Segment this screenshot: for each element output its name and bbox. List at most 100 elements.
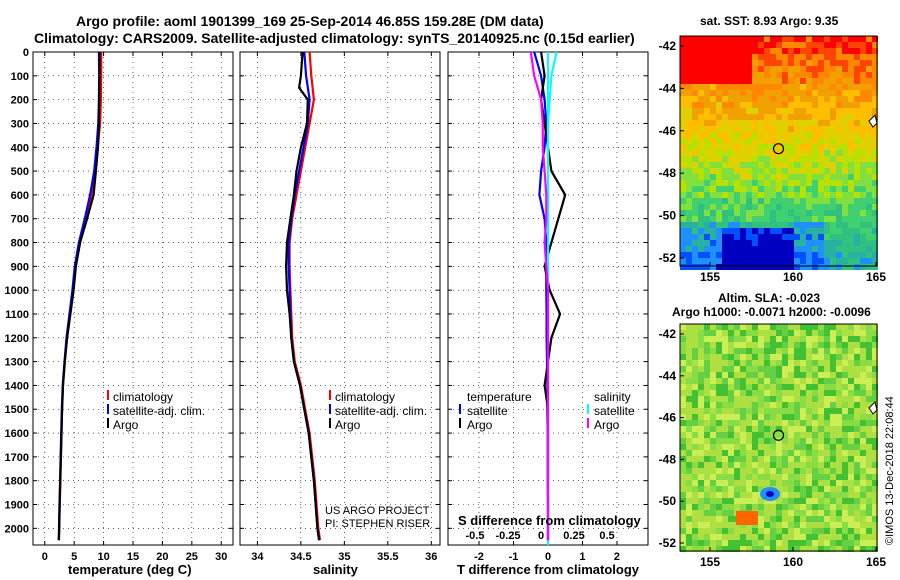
map-cell — [722, 246, 728, 252]
map-cell — [770, 378, 776, 384]
map-cell — [746, 396, 752, 402]
map-cell — [740, 414, 746, 420]
map-cell — [758, 180, 764, 186]
map-cell — [800, 414, 806, 420]
map-cell — [848, 444, 854, 450]
map-cell — [842, 342, 848, 348]
map-cell — [872, 66, 878, 72]
map-cell — [728, 366, 734, 372]
map-cell — [716, 138, 722, 144]
map-cell — [758, 132, 764, 138]
map-cell — [746, 132, 752, 138]
map-cell — [680, 252, 686, 258]
map-cell — [842, 54, 848, 60]
map-cell — [794, 342, 800, 348]
map-cell — [812, 186, 818, 192]
map-cell — [866, 324, 872, 330]
map-cell — [776, 198, 782, 204]
map-cell — [710, 66, 716, 72]
map-cell — [794, 420, 800, 426]
map-cell — [830, 360, 836, 366]
map-cell — [806, 528, 812, 534]
map-cell — [698, 540, 704, 546]
map-cell — [710, 330, 716, 336]
map-cell — [818, 414, 824, 420]
map-cell — [728, 348, 734, 354]
map-cell — [866, 354, 872, 360]
map-cell — [800, 210, 806, 216]
map-cell — [818, 378, 824, 384]
map-cell — [710, 438, 716, 444]
map-cell — [692, 120, 698, 126]
map-cell — [854, 204, 860, 210]
map-cell — [728, 216, 734, 222]
map-cell — [866, 384, 872, 390]
map-cell — [788, 120, 794, 126]
map-cell — [710, 498, 716, 504]
map-cell — [758, 210, 764, 216]
map-cell — [740, 126, 746, 132]
map-cell — [842, 180, 848, 186]
map-cell — [680, 468, 686, 474]
map-cell — [770, 504, 776, 510]
map-cell — [764, 36, 770, 42]
map-cell — [734, 42, 740, 48]
map-cell — [782, 144, 788, 150]
map-cell — [842, 432, 848, 438]
map-cell — [716, 162, 722, 168]
map-cell — [770, 372, 776, 378]
map-cell — [692, 204, 698, 210]
map-cell — [872, 534, 878, 540]
map-cell — [716, 522, 722, 528]
map-cell — [848, 498, 854, 504]
map-cell — [782, 492, 788, 498]
map-cell — [764, 150, 770, 156]
map-cell — [824, 258, 830, 264]
map-cell — [722, 198, 728, 204]
map-cell — [782, 366, 788, 372]
map-cell — [686, 438, 692, 444]
map-cell — [764, 516, 770, 522]
y-tick-label: 900 — [11, 261, 29, 273]
map-cell — [728, 546, 734, 552]
map-cell — [746, 150, 752, 156]
map-cell — [794, 240, 800, 246]
map-cell — [824, 186, 830, 192]
map-cell — [680, 450, 686, 456]
map-cell — [866, 480, 872, 486]
map-cell — [776, 474, 782, 480]
lon-tick-label: 155 — [700, 555, 720, 569]
map-cell — [692, 198, 698, 204]
map-cell — [752, 246, 758, 252]
map-cell — [758, 72, 764, 78]
map-cell — [806, 462, 812, 468]
map-cell — [836, 126, 842, 132]
map-cell — [836, 84, 842, 90]
map-cell — [872, 468, 878, 474]
map-cell — [716, 456, 722, 462]
map-cell — [680, 240, 686, 246]
map-cell — [860, 78, 866, 84]
map-cell — [740, 450, 746, 456]
map-cell — [740, 216, 746, 222]
map-cell — [734, 204, 740, 210]
map-cell — [758, 528, 764, 534]
map-cell — [680, 192, 686, 198]
map-cell — [836, 378, 842, 384]
map-cell — [872, 102, 878, 108]
map-cell — [854, 390, 860, 396]
map-cell — [680, 174, 686, 180]
map-cell — [770, 54, 776, 60]
map-cell — [872, 540, 878, 546]
map-cell — [770, 144, 776, 150]
map-cell — [818, 174, 824, 180]
map-cell — [776, 54, 782, 60]
map-cell — [776, 210, 782, 216]
map-cell — [872, 510, 878, 516]
map-cell — [710, 150, 716, 156]
map-cell — [812, 156, 818, 162]
map-cell — [866, 390, 872, 396]
map-cell — [830, 168, 836, 174]
map-cell — [818, 456, 824, 462]
map-cell — [818, 168, 824, 174]
